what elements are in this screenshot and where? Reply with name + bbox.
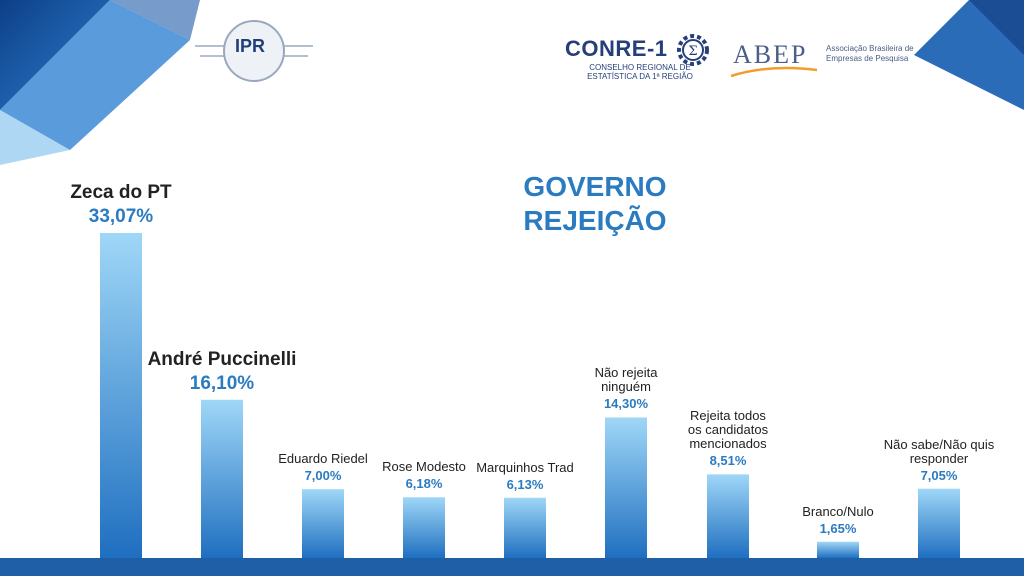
bar-9 — [918, 488, 960, 558]
bar-category-label: Branco/Nulo — [763, 503, 913, 519]
abep-swoosh-icon — [730, 66, 818, 78]
bar-category-label-line: Eduardo Riedel — [278, 451, 368, 467]
abep-logo: ABEP Associação Brasileira de Empresas d… — [730, 40, 914, 78]
bar-value-label: 6,13% — [506, 476, 544, 492]
bar-value-label: 7,00% — [304, 468, 342, 484]
bar-category-label-line: André Puccinelli — [147, 348, 297, 370]
bar-category-label-line: mencionados — [689, 436, 767, 452]
bar-1 — [100, 233, 142, 558]
bar-category-label: Não rejeita ninguém — [551, 366, 701, 394]
bar-8 — [817, 541, 859, 558]
bar-category-label: Rejeita todos os candidatos mencionados — [653, 409, 803, 451]
bar-4 — [403, 497, 445, 558]
bar-category-label: Rose Modesto — [349, 460, 499, 474]
ipr-logo-graphic — [195, 20, 313, 82]
bar-category-label: Marquinhos Trad — [450, 459, 600, 475]
bar-category-label-line: Rejeita todos — [690, 408, 766, 424]
bar-7 — [707, 474, 749, 558]
bar-5 — [504, 497, 546, 558]
bar-6 — [605, 417, 647, 558]
abep-logo-name: ABEP — [733, 40, 808, 69]
chart-title-line-2: REJEIÇÃO — [523, 205, 667, 236]
conre-logo-subtitle: CONSELHO REGIONAL DE ESTATÍSTICA DA 1ª R… — [587, 63, 693, 81]
bar-value-label: 14,30% — [603, 396, 649, 412]
bar-category-label: Não sabe/Não quis responder — [864, 436, 1014, 466]
gear-icon: Σ — [677, 34, 709, 66]
decorative-corner-top-right — [914, 0, 1024, 110]
bar-value-label: 16,10% — [189, 372, 255, 394]
bar-category-label-line: Não sabe/Não quis — [883, 436, 995, 452]
bar-category-label: André Puccinelli — [147, 349, 297, 371]
svg-text:Σ: Σ — [688, 44, 697, 59]
bar-category-label-line: Branco/Nulo — [802, 503, 874, 519]
bar-category-label-line: responder — [909, 450, 969, 466]
bar-2 — [201, 399, 243, 558]
bar-value-label: 8,51% — [709, 453, 747, 469]
bar-category-label-line: ninguém — [601, 379, 651, 395]
bar-value-label: 1,65% — [819, 520, 857, 536]
bar-category-label-line: Zeca do PT — [70, 182, 172, 203]
bar-category-label-line: os candidatos — [687, 422, 769, 438]
bar-category-label-line: Não rejeita — [594, 365, 658, 381]
ipr-logo: IPR — [195, 18, 313, 84]
decorative-corner-top-left — [0, 0, 200, 165]
ipr-logo-text: IPR — [235, 36, 266, 56]
bar-category-label-line: Marquinhos Trad — [476, 459, 574, 475]
chart-title-line-1: GOVERNO — [523, 171, 667, 202]
bar-category-label: Eduardo Riedel — [248, 452, 398, 466]
bar-category-label: Zeca do PT — [46, 182, 196, 204]
chart-title: GOVERNO REJEIÇÃO — [460, 170, 730, 238]
conre-logo: CONRE-1 CONSELHO REGIONAL DE ESTATÍSTICA… — [565, 34, 715, 81]
bottom-banner — [0, 558, 1024, 576]
bar-value-label: 33,07% — [88, 206, 154, 227]
abep-logo-subtitle: Associação Brasileira de Empresas de Pes… — [826, 44, 914, 63]
conre-logo-name: CONRE-1 — [565, 36, 668, 61]
bar-category-label-line: Rose Modesto — [382, 459, 466, 475]
bar-3 — [302, 489, 344, 558]
bar-value-label: 6,18% — [405, 476, 443, 492]
bar-value-label: 7,05% — [920, 467, 958, 483]
